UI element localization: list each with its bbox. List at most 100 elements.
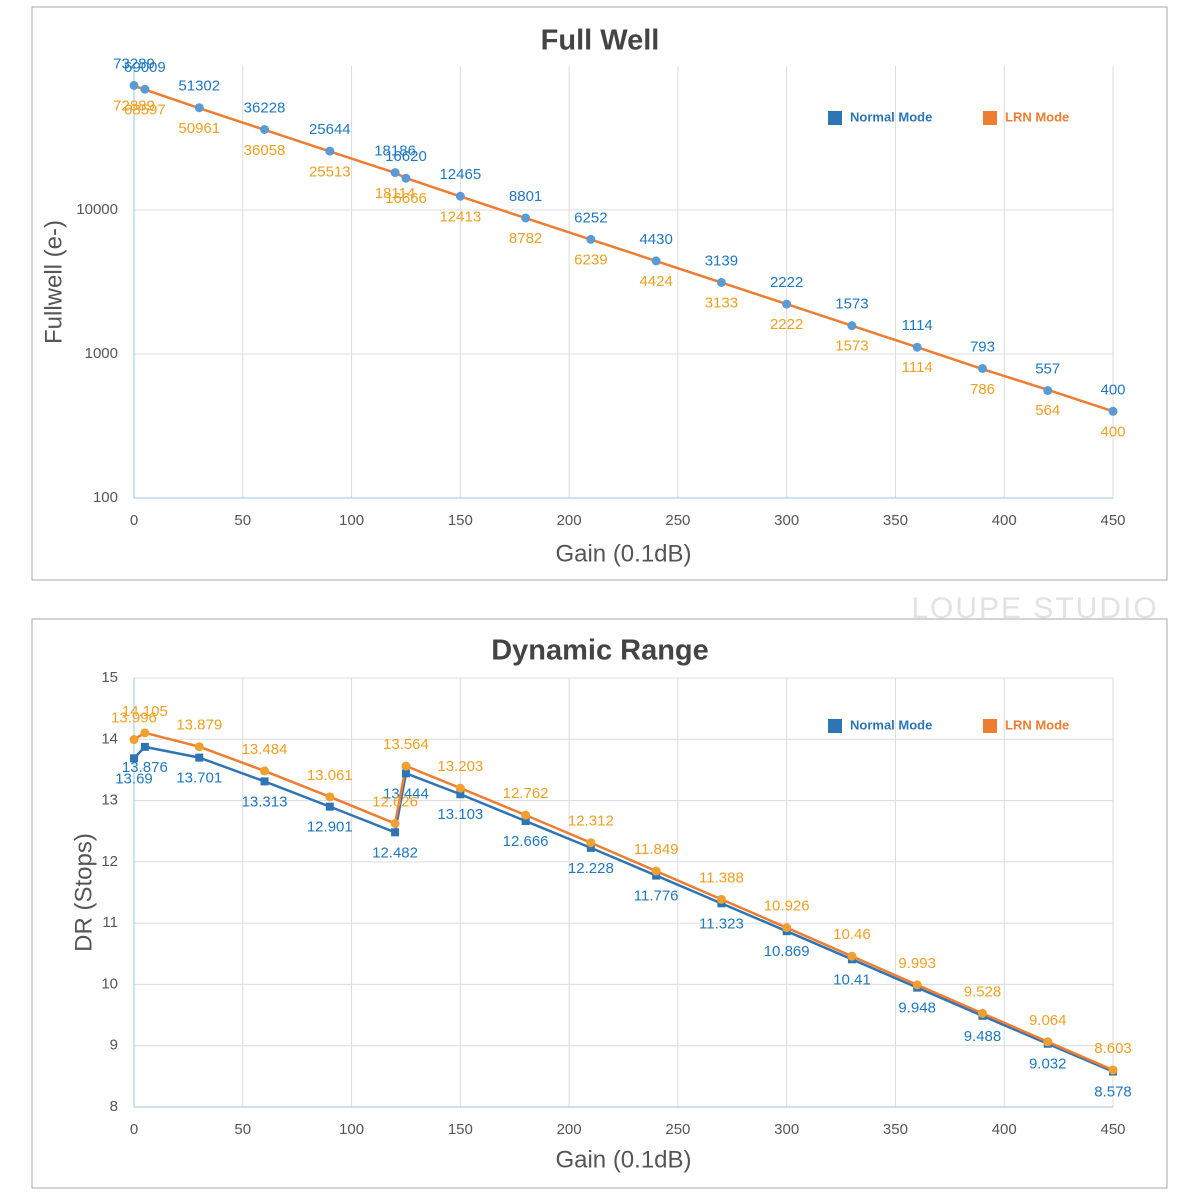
data-label: 13.484: [242, 741, 288, 758]
y-tick-label: 15: [101, 669, 118, 686]
chart-title: Dynamic Range: [491, 635, 709, 667]
data-label: 13.879: [176, 717, 222, 734]
marker: [716, 277, 726, 287]
marker: [1043, 1037, 1053, 1047]
data-label: 400: [1100, 381, 1125, 398]
watermark: LOUPE STUDIO: [911, 592, 1158, 625]
data-label: 1573: [835, 338, 868, 355]
marker: [1108, 406, 1118, 416]
data-label: 11.388: [699, 869, 744, 886]
x-tick-label: 350: [883, 512, 908, 529]
data-label: 10.869: [764, 943, 810, 960]
data-label: 564: [1035, 402, 1060, 419]
marker: [847, 951, 857, 961]
data-label: 51302: [178, 78, 220, 95]
data-label: 12413: [439, 208, 481, 225]
marker: [260, 766, 270, 776]
x-tick-label: 0: [130, 1121, 138, 1138]
data-label: 13.103: [437, 806, 483, 823]
x-tick-label: 400: [992, 512, 1017, 529]
x-tick-label: 50: [234, 512, 251, 529]
y-tick-label: 11: [102, 914, 118, 931]
x-tick-label: 450: [1100, 512, 1125, 529]
data-label: 786: [970, 381, 995, 398]
x-tick-label: 250: [665, 1121, 690, 1138]
data-label: 10.41: [833, 971, 871, 988]
data-label: 8.603: [1094, 1040, 1132, 1057]
marker: [586, 838, 596, 848]
data-label: 73289: [113, 55, 155, 72]
marker: [521, 810, 531, 820]
data-label: 16666: [385, 190, 427, 207]
marker: [977, 364, 987, 374]
marker: [716, 894, 726, 904]
data-label: 50961: [178, 120, 220, 137]
data-label: 16620: [385, 148, 427, 165]
marker: [912, 342, 922, 352]
marker: [130, 754, 138, 763]
data-label: 13.444: [383, 785, 429, 802]
x-tick-label: 200: [557, 512, 582, 529]
y-tick-label: 9: [110, 1037, 118, 1054]
data-label: 10.46: [833, 926, 871, 943]
data-label: 400: [1100, 423, 1125, 440]
data-label: 1573: [835, 296, 868, 313]
data-label: 9.064: [1029, 1012, 1067, 1029]
marker: [455, 783, 465, 793]
marker: [586, 234, 596, 244]
x-tick-label: 150: [448, 1121, 473, 1138]
marker: [391, 828, 400, 837]
marker: [140, 728, 150, 738]
marker: [194, 103, 204, 113]
data-label: 12.482: [372, 844, 418, 861]
data-label: 3133: [705, 295, 738, 312]
data-label: 13.876: [122, 759, 168, 776]
chart-title: Full Well: [541, 25, 660, 57]
legend-swatch: [983, 719, 997, 733]
legend-swatch: [983, 111, 997, 125]
y-tick-label: 14: [101, 730, 118, 747]
legend-swatch: [828, 719, 842, 733]
marker: [782, 923, 792, 933]
y-tick-label: 100: [93, 489, 118, 506]
data-label: 11.849: [634, 841, 679, 858]
data-label: 25644: [309, 121, 351, 138]
data-label: 9.948: [898, 1000, 936, 1017]
x-axis-label: Gain (0.1dB): [555, 540, 691, 567]
legend-label: Normal Mode: [850, 717, 932, 732]
marker: [129, 735, 139, 745]
x-tick-label: 100: [339, 1121, 364, 1138]
data-label: 10.926: [764, 898, 810, 915]
series-line: [133, 84, 1114, 413]
y-tick-label: 1000: [85, 345, 118, 362]
marker: [1043, 386, 1053, 396]
marker: [1108, 1065, 1118, 1075]
x-tick-label: 50: [234, 1121, 251, 1138]
data-label: 12.666: [503, 833, 549, 850]
series-line: [133, 745, 1114, 1073]
legend-swatch: [828, 111, 842, 125]
data-label: 11.776: [634, 888, 679, 905]
marker: [586, 843, 595, 852]
marker: [401, 173, 411, 183]
marker: [521, 213, 531, 223]
marker: [129, 80, 139, 90]
marker: [455, 191, 465, 201]
y-tick-label: 10000: [76, 201, 118, 218]
x-tick-label: 150: [448, 512, 473, 529]
marker: [977, 1008, 987, 1018]
data-label: 6239: [574, 251, 607, 268]
x-tick-label: 200: [557, 1121, 582, 1138]
legend-label: LRN Mode: [1005, 717, 1069, 732]
data-label: 12.901: [307, 819, 353, 836]
marker: [847, 321, 857, 331]
y-tick-label: 13: [101, 792, 118, 809]
x-axis-label: Gain (0.1dB): [555, 1146, 691, 1173]
marker: [325, 792, 335, 802]
x-tick-label: 450: [1100, 1121, 1125, 1138]
marker: [651, 866, 661, 876]
data-label: 18114: [375, 185, 416, 202]
data-label: 36058: [244, 142, 286, 159]
marker: [260, 777, 269, 786]
